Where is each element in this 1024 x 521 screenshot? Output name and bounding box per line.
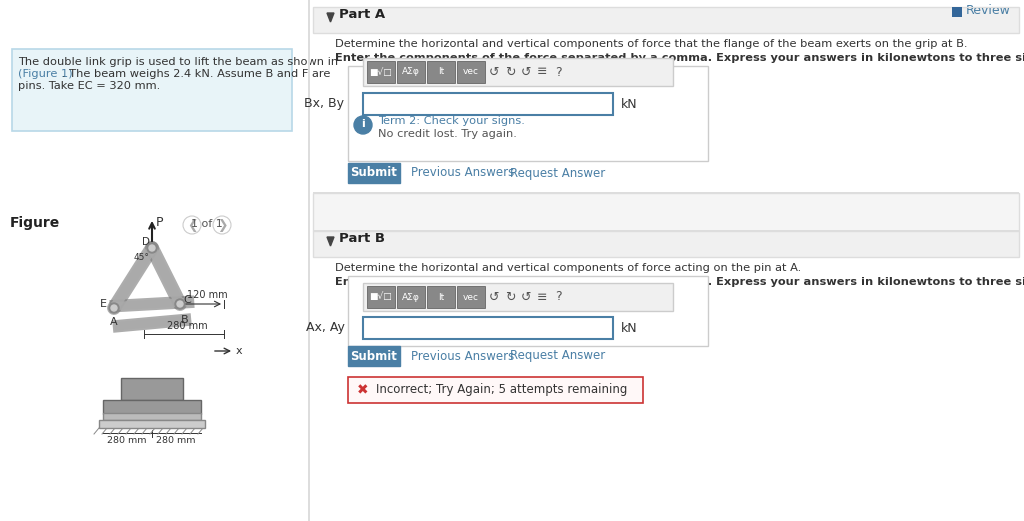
Text: A: A — [110, 317, 118, 327]
FancyBboxPatch shape — [313, 7, 1019, 33]
Text: Submit: Submit — [350, 167, 397, 180]
FancyBboxPatch shape — [367, 61, 395, 83]
FancyBboxPatch shape — [362, 283, 673, 311]
FancyBboxPatch shape — [362, 317, 613, 339]
Text: ↻: ↻ — [505, 291, 515, 304]
Text: 280 mm: 280 mm — [167, 321, 208, 331]
FancyBboxPatch shape — [313, 7, 1019, 8]
Polygon shape — [327, 13, 334, 22]
FancyBboxPatch shape — [348, 377, 643, 403]
Circle shape — [175, 299, 185, 309]
FancyBboxPatch shape — [457, 61, 485, 83]
FancyBboxPatch shape — [313, 192, 1019, 193]
Text: Request Answer: Request Answer — [510, 350, 605, 363]
FancyBboxPatch shape — [427, 286, 455, 308]
FancyBboxPatch shape — [308, 0, 310, 521]
Circle shape — [177, 301, 183, 307]
Text: Term 2: Check your signs.: Term 2: Check your signs. — [378, 116, 525, 126]
Text: Ax, Ay =: Ax, Ay = — [305, 321, 359, 334]
FancyBboxPatch shape — [121, 378, 183, 400]
Text: kN: kN — [621, 321, 638, 334]
Text: It: It — [438, 68, 444, 77]
Text: i: i — [361, 119, 365, 129]
FancyBboxPatch shape — [348, 163, 400, 183]
Text: Submit: Submit — [350, 350, 397, 363]
Text: ■√□: ■√□ — [370, 292, 392, 302]
Text: ?: ? — [555, 291, 561, 304]
Text: No credit lost. Try again.: No credit lost. Try again. — [378, 129, 517, 139]
Text: 280 mm: 280 mm — [156, 436, 196, 445]
Text: AΣφ: AΣφ — [402, 292, 420, 302]
Text: ✖: ✖ — [357, 383, 369, 397]
Text: ↺: ↺ — [521, 291, 531, 304]
FancyBboxPatch shape — [103, 413, 201, 420]
Text: vec: vec — [463, 292, 479, 302]
Text: Enter the components of the force separated by a comma. Express your answers in : Enter the components of the force separa… — [335, 277, 1024, 287]
FancyBboxPatch shape — [348, 66, 708, 161]
Text: ↺: ↺ — [488, 66, 500, 79]
Text: Part B: Part B — [339, 232, 385, 245]
Text: (Figure 1): (Figure 1) — [18, 69, 73, 79]
Text: ↻: ↻ — [505, 66, 515, 79]
FancyBboxPatch shape — [362, 93, 613, 115]
Text: Incorrect; Try Again; 5 attempts remaining: Incorrect; Try Again; 5 attempts remaini… — [376, 383, 628, 396]
Text: B: B — [189, 401, 197, 411]
FancyBboxPatch shape — [348, 276, 708, 346]
Text: Part A: Part A — [339, 8, 385, 21]
Text: 1 of 1: 1 of 1 — [191, 219, 223, 229]
FancyBboxPatch shape — [103, 400, 201, 414]
Text: 280 mm: 280 mm — [106, 436, 146, 445]
Text: ?: ? — [555, 66, 561, 79]
FancyBboxPatch shape — [952, 7, 962, 17]
Circle shape — [109, 303, 119, 313]
Text: P: P — [156, 216, 164, 229]
Text: E: E — [100, 299, 106, 309]
Text: . The beam weighs 2.4 kN. Assume B and F are: . The beam weighs 2.4 kN. Assume B and F… — [62, 69, 331, 79]
Text: Figure: Figure — [10, 216, 60, 230]
FancyBboxPatch shape — [0, 0, 308, 521]
Text: B: B — [181, 315, 188, 325]
FancyBboxPatch shape — [99, 420, 205, 428]
FancyBboxPatch shape — [397, 61, 425, 83]
Text: It: It — [438, 292, 444, 302]
FancyBboxPatch shape — [313, 193, 1019, 231]
Text: Enter the components of the force separated by a comma. Express your answers in : Enter the components of the force separa… — [335, 53, 1024, 63]
Text: 45°: 45° — [134, 254, 150, 263]
Text: ↺: ↺ — [521, 66, 531, 79]
Text: C: C — [183, 295, 190, 305]
Text: vec: vec — [463, 68, 479, 77]
Text: x: x — [236, 346, 243, 356]
FancyBboxPatch shape — [397, 286, 425, 308]
FancyBboxPatch shape — [313, 230, 1019, 231]
Text: The double link grip is used to lift the beam as shown in: The double link grip is used to lift the… — [18, 57, 338, 67]
Text: F: F — [105, 401, 112, 411]
Circle shape — [354, 116, 372, 134]
FancyBboxPatch shape — [362, 58, 673, 86]
Text: kN: kN — [621, 97, 638, 110]
Text: ■√□: ■√□ — [370, 68, 392, 77]
Text: D: D — [142, 237, 150, 247]
Text: Determine the horizontal and vertical components of force that the flange of the: Determine the horizontal and vertical co… — [335, 39, 968, 49]
Text: ❮: ❮ — [186, 219, 198, 232]
Text: Request Answer: Request Answer — [510, 167, 605, 180]
Text: Previous Answers: Previous Answers — [411, 350, 514, 363]
Text: ≡: ≡ — [537, 66, 547, 79]
FancyBboxPatch shape — [12, 49, 292, 131]
Text: pins. Take EC = 320 mm.: pins. Take EC = 320 mm. — [18, 81, 160, 91]
FancyBboxPatch shape — [457, 286, 485, 308]
Text: AΣφ: AΣφ — [402, 68, 420, 77]
FancyBboxPatch shape — [313, 231, 1019, 257]
Text: ❯: ❯ — [217, 219, 227, 232]
Circle shape — [111, 305, 117, 311]
Text: ↺: ↺ — [488, 291, 500, 304]
Text: ≡: ≡ — [537, 291, 547, 304]
Text: Determine the horizontal and vertical components of force acting on the pin at A: Determine the horizontal and vertical co… — [335, 263, 801, 273]
FancyBboxPatch shape — [427, 61, 455, 83]
Circle shape — [147, 243, 157, 253]
Text: Review: Review — [966, 4, 1011, 17]
Text: Previous Answers: Previous Answers — [411, 167, 514, 180]
FancyBboxPatch shape — [367, 286, 395, 308]
Text: Bx, By =: Bx, By = — [304, 97, 359, 110]
Polygon shape — [327, 237, 334, 246]
